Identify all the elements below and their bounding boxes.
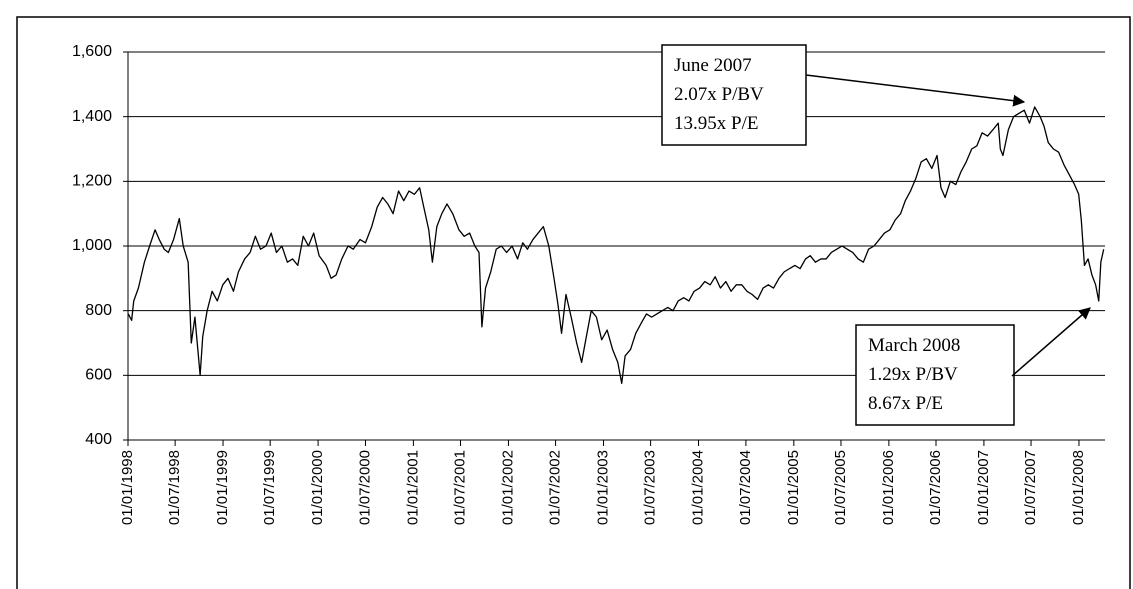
annotation-box	[661, 44, 807, 146]
y-tick-label: 800	[85, 302, 112, 319]
x-tick-label: 01/01/2003	[594, 450, 611, 525]
x-tick-label: 01/07/2007	[1022, 450, 1039, 525]
y-tick-label: 1,000	[72, 237, 112, 254]
x-tick-label: 01/01/1998	[119, 450, 136, 525]
annotation-arrow	[805, 74, 1026, 107]
x-tick-label: 01/01/2007	[975, 450, 992, 525]
x-tick-label: 01/01/2002	[499, 450, 516, 525]
y-tick-label: 600	[85, 367, 112, 384]
annotation-text: June 2007	[674, 55, 752, 76]
y-tick-label: 1,400	[72, 108, 112, 125]
annotation-text: 13.95x P/E	[674, 113, 758, 134]
x-tick-label: 01/07/2002	[547, 450, 564, 525]
x-tick-label: 01/01/2008	[1070, 450, 1087, 525]
annotation-text: March 2008	[868, 335, 960, 356]
x-tick-label: 01/01/2001	[404, 450, 421, 525]
x-tick-label: 01/07/2003	[642, 450, 659, 525]
y-tick-label: 400	[85, 431, 112, 448]
x-tick-label: 01/07/2006	[927, 450, 944, 525]
annotation-text: 1.29x P/BV	[868, 364, 958, 385]
x-tick-label: 01/07/2001	[451, 450, 468, 525]
x-tick-label: 01/07/2005	[832, 450, 849, 525]
x-tick-label: 01/07/1999	[261, 450, 278, 525]
x-tick-label: 01/01/2000	[309, 450, 326, 525]
annotation-text: 8.67x P/E	[868, 393, 943, 414]
x-tick-label: 01/01/2006	[880, 450, 897, 525]
x-tick-label: 01/01/2004	[689, 450, 706, 525]
x-tick-label: 01/07/2000	[356, 450, 373, 525]
series-line	[127, 106, 1105, 385]
annotation-text: 2.07x P/BV	[674, 84, 764, 105]
x-tick-label: 01/01/2005	[785, 450, 802, 525]
chart-frame	[16, 16, 1131, 589]
annotation-arrow	[1011, 307, 1091, 377]
y-tick-label: 1,200	[72, 173, 112, 190]
x-tick-label: 01/07/1998	[166, 450, 183, 525]
y-tick-label: 1,600	[72, 43, 112, 60]
x-tick-label: 01/07/2004	[737, 450, 754, 525]
x-tick-label: 01/01/1999	[214, 450, 231, 525]
